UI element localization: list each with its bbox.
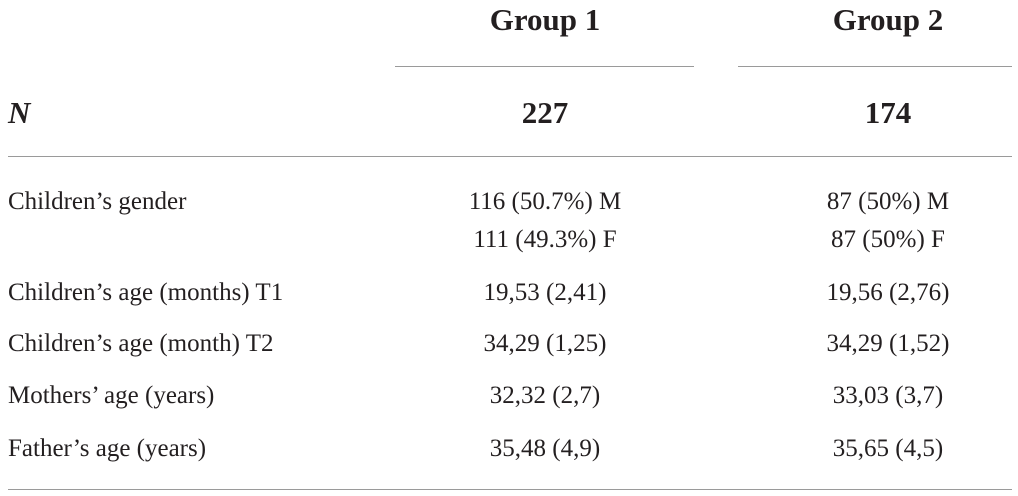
- cell: 35,48 (4,9): [489, 435, 601, 462]
- row-label: Children’s age (month) T2: [8, 330, 274, 357]
- cell: 34,29 (1,52): [826, 330, 950, 357]
- n-rule: [8, 156, 1012, 157]
- row-label: Children’s age (months) T1: [8, 279, 284, 306]
- cell: 19,56 (2,76): [826, 279, 950, 306]
- column-header: Group 2: [832, 2, 944, 37]
- header-rule: [395, 66, 694, 67]
- row-label: Children’s gender: [8, 188, 187, 215]
- cell: 34,29 (1,25): [483, 330, 607, 357]
- column-header: Group 1: [489, 2, 601, 37]
- cell: 33,03 (3,7): [832, 382, 944, 409]
- cell: 111 (49.3%) F: [473, 226, 617, 253]
- cell: 87 (50%) M: [826, 188, 950, 215]
- bottom-rule: [8, 489, 1012, 490]
- row-label: Father’s age (years): [8, 435, 207, 462]
- row-label: Mothers’ age (years): [8, 382, 215, 409]
- cell: 87 (50%) F: [831, 226, 945, 253]
- cell: 116 (50.7%) M: [468, 188, 622, 215]
- cell: 19,53 (2,41): [483, 279, 607, 306]
- n-value: 174: [864, 95, 912, 130]
- n-value: 227: [521, 95, 569, 130]
- n-label: N: [8, 95, 31, 130]
- header-rule: [738, 66, 1012, 67]
- cell: 35,65 (4,5): [832, 435, 944, 462]
- cell: 32,32 (2,7): [489, 382, 601, 409]
